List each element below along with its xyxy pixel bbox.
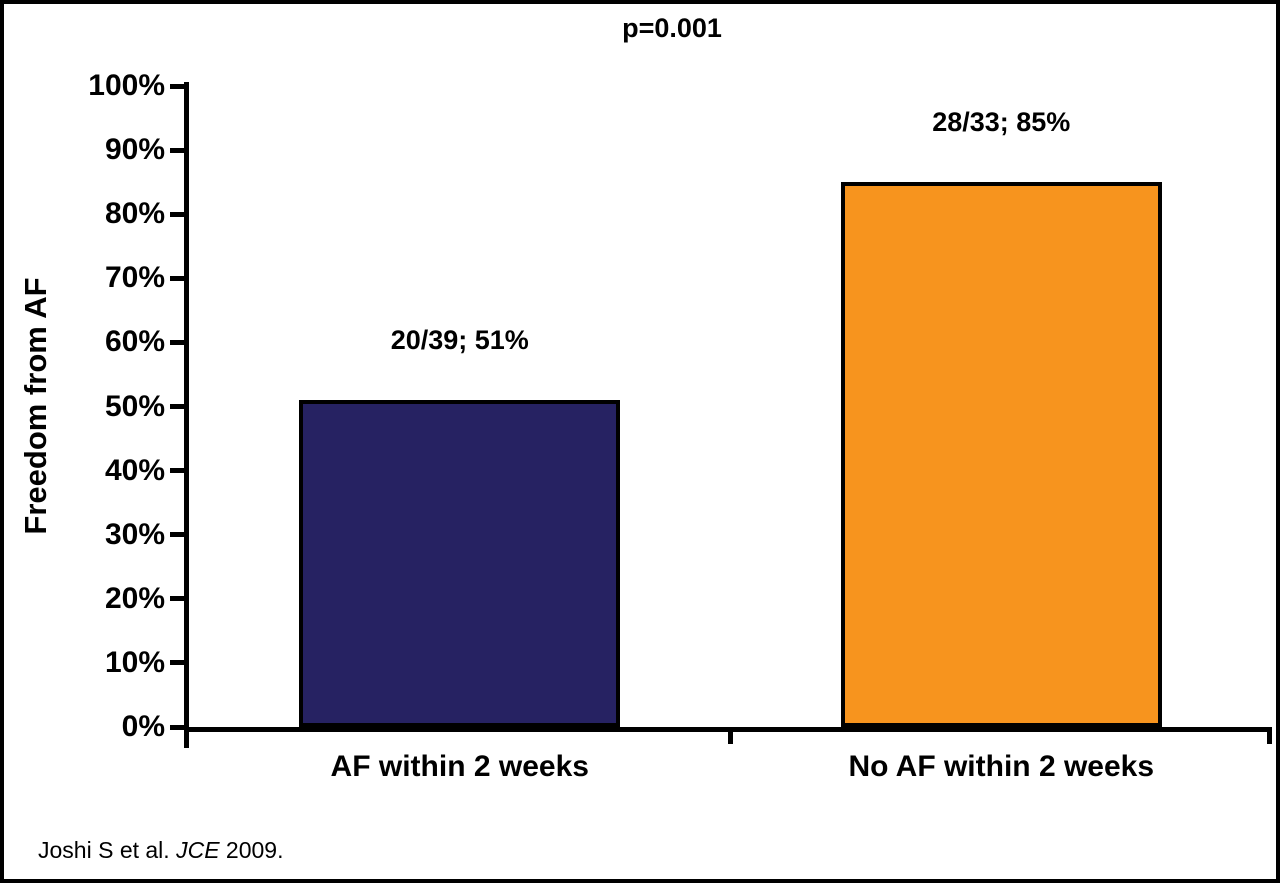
x-axis-category-label: AF within 2 weeks <box>330 750 589 783</box>
y-axis-tick-label: 20% <box>104 581 165 615</box>
y-axis-line <box>184 82 189 748</box>
citation-journal: JCE <box>176 837 220 863</box>
y-axis-tick <box>170 339 184 345</box>
p-value-annotation: p=0.001 <box>622 13 722 43</box>
y-axis-tick-label: 0% <box>121 710 165 743</box>
citation: Joshi S et al. JCE 2009. <box>38 837 283 864</box>
bar-value-label: 28/33; 85% <box>932 107 1071 138</box>
y-axis-tick-label: 50% <box>104 389 165 423</box>
citation-prefix: Joshi S et al. <box>38 837 177 863</box>
x-axis-tick <box>1267 727 1272 744</box>
y-axis-tick-label: 100% <box>88 69 165 102</box>
y-axis-tick-label: 60% <box>104 325 165 359</box>
y-axis-tick <box>170 596 184 602</box>
x-axis-category-label: No AF within 2 weeks <box>848 750 1155 783</box>
y-axis-tick <box>170 404 184 409</box>
y-axis-tick <box>170 83 184 89</box>
y-axis-tick-label: 90% <box>104 133 165 167</box>
x-axis-tick <box>728 727 733 744</box>
y-axis-tick-label: 40% <box>104 453 165 487</box>
x-axis-tick <box>184 727 189 744</box>
y-axis-tick-label: 10% <box>104 645 165 679</box>
y-axis-tick <box>170 468 184 474</box>
bar-1 <box>299 400 621 727</box>
y-axis-tick <box>170 275 184 281</box>
bar-2 <box>840 182 1162 727</box>
y-axis-tick-label: 30% <box>104 517 165 551</box>
bar-value-label: 20/39; 51% <box>390 325 529 356</box>
y-axis-tick-label: 70% <box>104 261 165 295</box>
y-axis-tick <box>170 147 184 153</box>
y-axis-tick <box>170 211 184 217</box>
y-axis-tick-label: 80% <box>104 197 165 231</box>
y-axis-tick <box>170 724 184 730</box>
plot-area: 0% 10% 20% 30% 40% 50% 60% 70% 80% 90% 100% 20/39; … <box>88 69 1272 783</box>
y-axis-tick <box>170 532 184 538</box>
y-axis-tick <box>170 660 184 666</box>
citation-suffix: 2009. <box>219 837 284 863</box>
